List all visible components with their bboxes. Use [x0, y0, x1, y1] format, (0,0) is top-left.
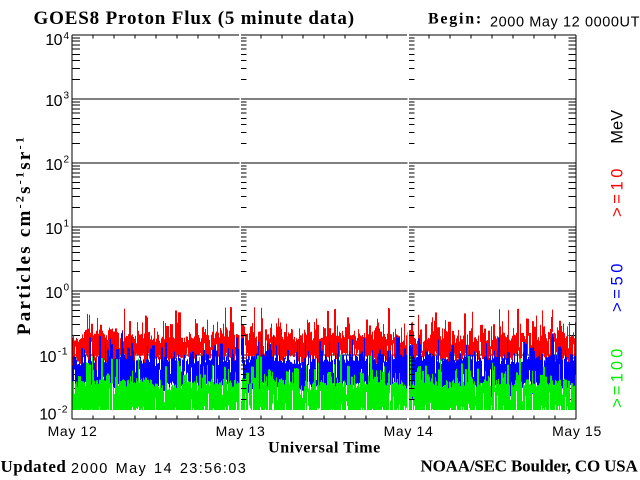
svg-text:-1: -1 — [58, 346, 68, 358]
svg-text:>=10: >=10 — [608, 165, 626, 217]
svg-text:Universal Time: Universal Time — [268, 440, 381, 457]
svg-text:MeV: MeV — [608, 110, 626, 144]
svg-text:2000 May 12 0000UT: 2000 May 12 0000UT — [490, 14, 640, 30]
svg-text:1: 1 — [64, 219, 70, 230]
svg-text:May 14: May 14 — [384, 423, 434, 439]
svg-text:-2: -2 — [58, 403, 68, 415]
svg-text:10: 10 — [45, 221, 62, 238]
svg-text:GOES8 Proton Flux (5 minute da: GOES8 Proton Flux (5 minute data) — [34, 8, 355, 29]
svg-text:3: 3 — [64, 91, 70, 102]
svg-text:>=100: >=100 — [608, 346, 626, 408]
svg-text:May 12: May 12 — [48, 423, 98, 439]
svg-text:Updated: Updated — [1, 457, 67, 476]
svg-text:10: 10 — [39, 406, 56, 423]
svg-text:2000 May 14 23:56:03: 2000 May 14 23:56:03 — [71, 461, 247, 477]
svg-text:10: 10 — [39, 349, 56, 366]
svg-text:Particles cm-2s-1sr-1: Particles cm-2s-1sr-1 — [13, 135, 36, 335]
svg-text:May 13: May 13 — [216, 423, 266, 439]
svg-text:10: 10 — [45, 93, 62, 110]
svg-text:4: 4 — [64, 31, 70, 42]
svg-text:2: 2 — [64, 155, 70, 166]
svg-text:NOAA/SEC Boulder, CO USA: NOAA/SEC Boulder, CO USA — [421, 457, 639, 476]
svg-text:Begin:: Begin: — [428, 11, 483, 28]
svg-text:10: 10 — [45, 157, 62, 174]
svg-text:10: 10 — [45, 32, 62, 49]
svg-text:May 15: May 15 — [552, 423, 602, 439]
svg-text:10: 10 — [45, 285, 62, 302]
svg-text:0: 0 — [64, 283, 70, 294]
svg-text:>=50: >=50 — [608, 260, 626, 312]
